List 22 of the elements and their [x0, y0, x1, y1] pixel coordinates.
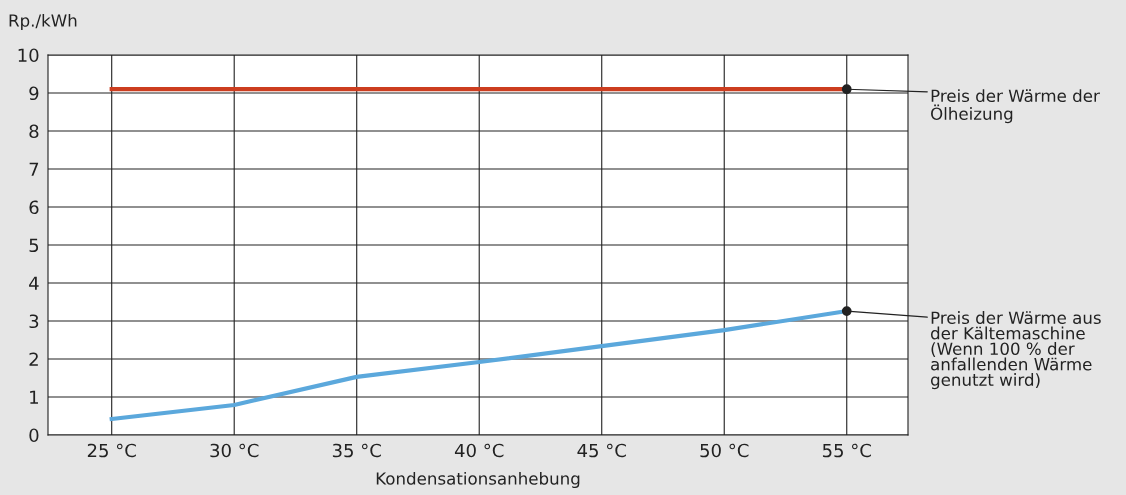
x-tick-label: 50 °C [700, 443, 749, 458]
y-axis-title: Rp./kWh [9, 13, 77, 31]
y-tick-label: 10 [18, 48, 39, 63]
x-tick-label: 30 °C [210, 443, 259, 458]
annotation: Preis der Wärme der Ölheizung [931, 89, 1100, 124]
x-tick-label: 45 °C [577, 443, 626, 458]
y-tick-label: 1 [30, 390, 38, 404]
x-axis-title: Kondensationsanhebung [376, 471, 580, 489]
y-tick-label: 7 [29, 162, 39, 176]
y-tick-label: 8 [29, 124, 39, 139]
y-tick-label: 0 [29, 428, 39, 443]
y-tick-label: 5 [29, 238, 39, 253]
y-tick-label: 6 [29, 200, 39, 215]
y-tick-label: 3 [29, 314, 39, 329]
y-tick-label: 4 [29, 276, 39, 290]
x-tick-label: 55 °C [822, 443, 871, 458]
y-tick-label: 2 [29, 352, 38, 366]
x-tick-label: 25 °C [87, 443, 136, 458]
x-tick-label: 40 °C [454, 443, 504, 458]
x-tick-label: 35 °C [332, 443, 381, 458]
y-tick-label: 9 [29, 86, 39, 101]
annotation: Preis der Wärme aus der Kältemaschine (Wenn 100 % der anfallenden Wärme genutzt wird) [931, 311, 1101, 390]
